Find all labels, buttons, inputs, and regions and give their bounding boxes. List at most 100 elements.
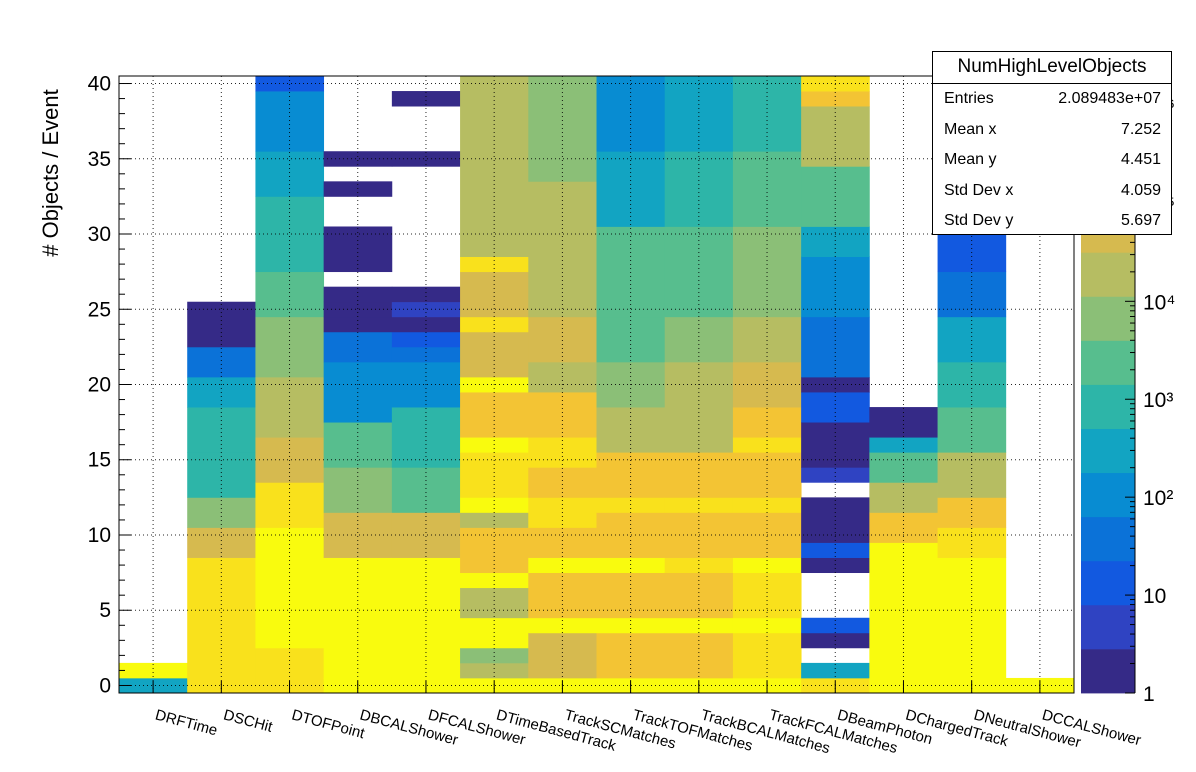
heatmap-cell	[460, 647, 529, 664]
heatmap-cell	[323, 301, 393, 318]
stats-value: 2.089483e+07	[1058, 90, 1161, 107]
heatmap-cell	[528, 572, 597, 619]
heatmap-cell	[732, 617, 802, 634]
heatmap-cell	[528, 617, 597, 634]
stats-row-stddev-x: Std Dev x 4.059	[933, 176, 1171, 207]
heatmap-cell	[937, 452, 1007, 498]
heatmap-cell	[460, 76, 529, 257]
heatmap-cell	[460, 497, 529, 513]
heatmap-cell	[732, 497, 802, 513]
heatmap-cell	[801, 617, 870, 634]
heatmap-cell	[187, 407, 256, 453]
heatmap-cell	[869, 542, 938, 574]
heatmap-cell	[732, 226, 802, 318]
heatmap-cell	[323, 181, 393, 197]
stats-value: 5.697	[1120, 212, 1161, 229]
heatmap-cell	[664, 497, 734, 513]
heatmap-cell	[596, 617, 666, 634]
stats-row-entries: Entries 2.089483e+07	[933, 84, 1171, 115]
heatmap-cell	[664, 151, 734, 227]
heatmap-cell	[528, 181, 597, 318]
heatmap-cell	[528, 316, 597, 363]
colorbar-segment	[1081, 560, 1135, 606]
heatmap-cell	[937, 271, 1007, 318]
heatmap-cell	[732, 452, 802, 498]
heatmap-cell	[119, 662, 188, 679]
heatmap-cell	[732, 632, 802, 679]
stats-key: Mean y	[944, 151, 997, 168]
y-tick-label: 20	[88, 374, 111, 397]
heatmap-cell	[255, 316, 325, 378]
colorbar-tick-label: 10³	[1143, 389, 1173, 412]
colorbar-segment	[1081, 648, 1135, 694]
heatmap-cell	[869, 482, 938, 513]
stats-row-mean-x: Mean x 7.252	[933, 115, 1171, 146]
heatmap-cell	[528, 392, 597, 438]
stats-row-mean-y: Mean y 4.451	[933, 145, 1171, 176]
heatmap-cell	[869, 452, 938, 483]
colorbar-tick-label: 10	[1143, 585, 1166, 608]
heatmap-cell	[801, 467, 870, 483]
stats-row-stddev-y: Std Dev y 5.697	[933, 206, 1171, 237]
heatmap-cell	[460, 331, 529, 378]
heatmap-cell	[596, 226, 666, 318]
stats-box: NumHighLevelObjects Entries 2.089483e+07…	[932, 51, 1172, 235]
heatmap-cell	[255, 91, 325, 152]
y-tick-label: 15	[88, 449, 111, 472]
colorbar-tick-label: 10⁴	[1143, 291, 1175, 314]
stats-key: Std Dev x	[944, 181, 1014, 199]
stats-key: Entries	[944, 90, 994, 107]
heatmap-cell	[596, 512, 666, 558]
heatmap-cell	[255, 376, 325, 438]
heatmap-cell	[323, 226, 393, 273]
colorbar-segment	[1081, 604, 1135, 650]
heatmap-cell	[937, 316, 1007, 363]
heatmap-cell	[528, 632, 597, 679]
heatmap-cell	[664, 632, 734, 679]
heatmap-cell	[255, 482, 325, 528]
heatmap-cell	[460, 527, 529, 574]
heatmap-cell	[460, 452, 529, 468]
heatmap-cell	[460, 617, 529, 634]
heatmap-cell	[596, 151, 666, 227]
y-tick-label: 25	[88, 298, 111, 321]
heatmap-cell	[391, 346, 461, 363]
heatmap-cell	[596, 632, 666, 679]
heatmap-cell	[732, 557, 802, 574]
heatmap-cell	[732, 151, 802, 227]
heatmap-cell	[664, 452, 734, 498]
heatmap-cell	[596, 452, 666, 498]
heatmap-cell	[937, 407, 1007, 453]
heatmap-cell	[187, 452, 256, 498]
heatmap-cell	[664, 572, 734, 619]
heatmap-cell	[460, 392, 529, 438]
colorbar-segment	[1081, 472, 1135, 518]
colorbar-segment	[1081, 340, 1135, 385]
heatmap-cell	[664, 557, 734, 574]
colorbar-segment	[1081, 252, 1135, 297]
heatmap-cell	[391, 331, 461, 348]
heatmap-cell	[391, 151, 461, 167]
heatmap-cell	[596, 572, 666, 619]
heatmap-cell	[460, 467, 529, 498]
y-tick-label: 40	[88, 73, 111, 96]
x-tick-label: DSCHit	[222, 706, 276, 736]
y-tick-label: 10	[88, 524, 111, 547]
heatmap-cell	[391, 557, 461, 619]
heatmap-cell	[801, 542, 870, 558]
y-tick-label: 5	[99, 599, 111, 622]
heatmap-cell	[187, 557, 256, 679]
heatmap-cell	[391, 91, 461, 107]
x-tick-label: DRFTime	[153, 706, 219, 739]
heatmap-cell	[255, 76, 325, 92]
colorbar-segment	[1081, 296, 1135, 341]
heatmap-cell	[323, 557, 393, 679]
heatmap-cell	[391, 467, 461, 513]
heatmap-cell	[801, 557, 870, 574]
colorbar-segment	[1081, 516, 1135, 562]
heatmap-cell	[801, 226, 870, 257]
colorbar-tick-label: 10²	[1143, 487, 1173, 510]
heatmap-cell	[255, 271, 325, 318]
heatmap-cell	[732, 316, 802, 363]
y-tick-label: 30	[88, 223, 111, 246]
